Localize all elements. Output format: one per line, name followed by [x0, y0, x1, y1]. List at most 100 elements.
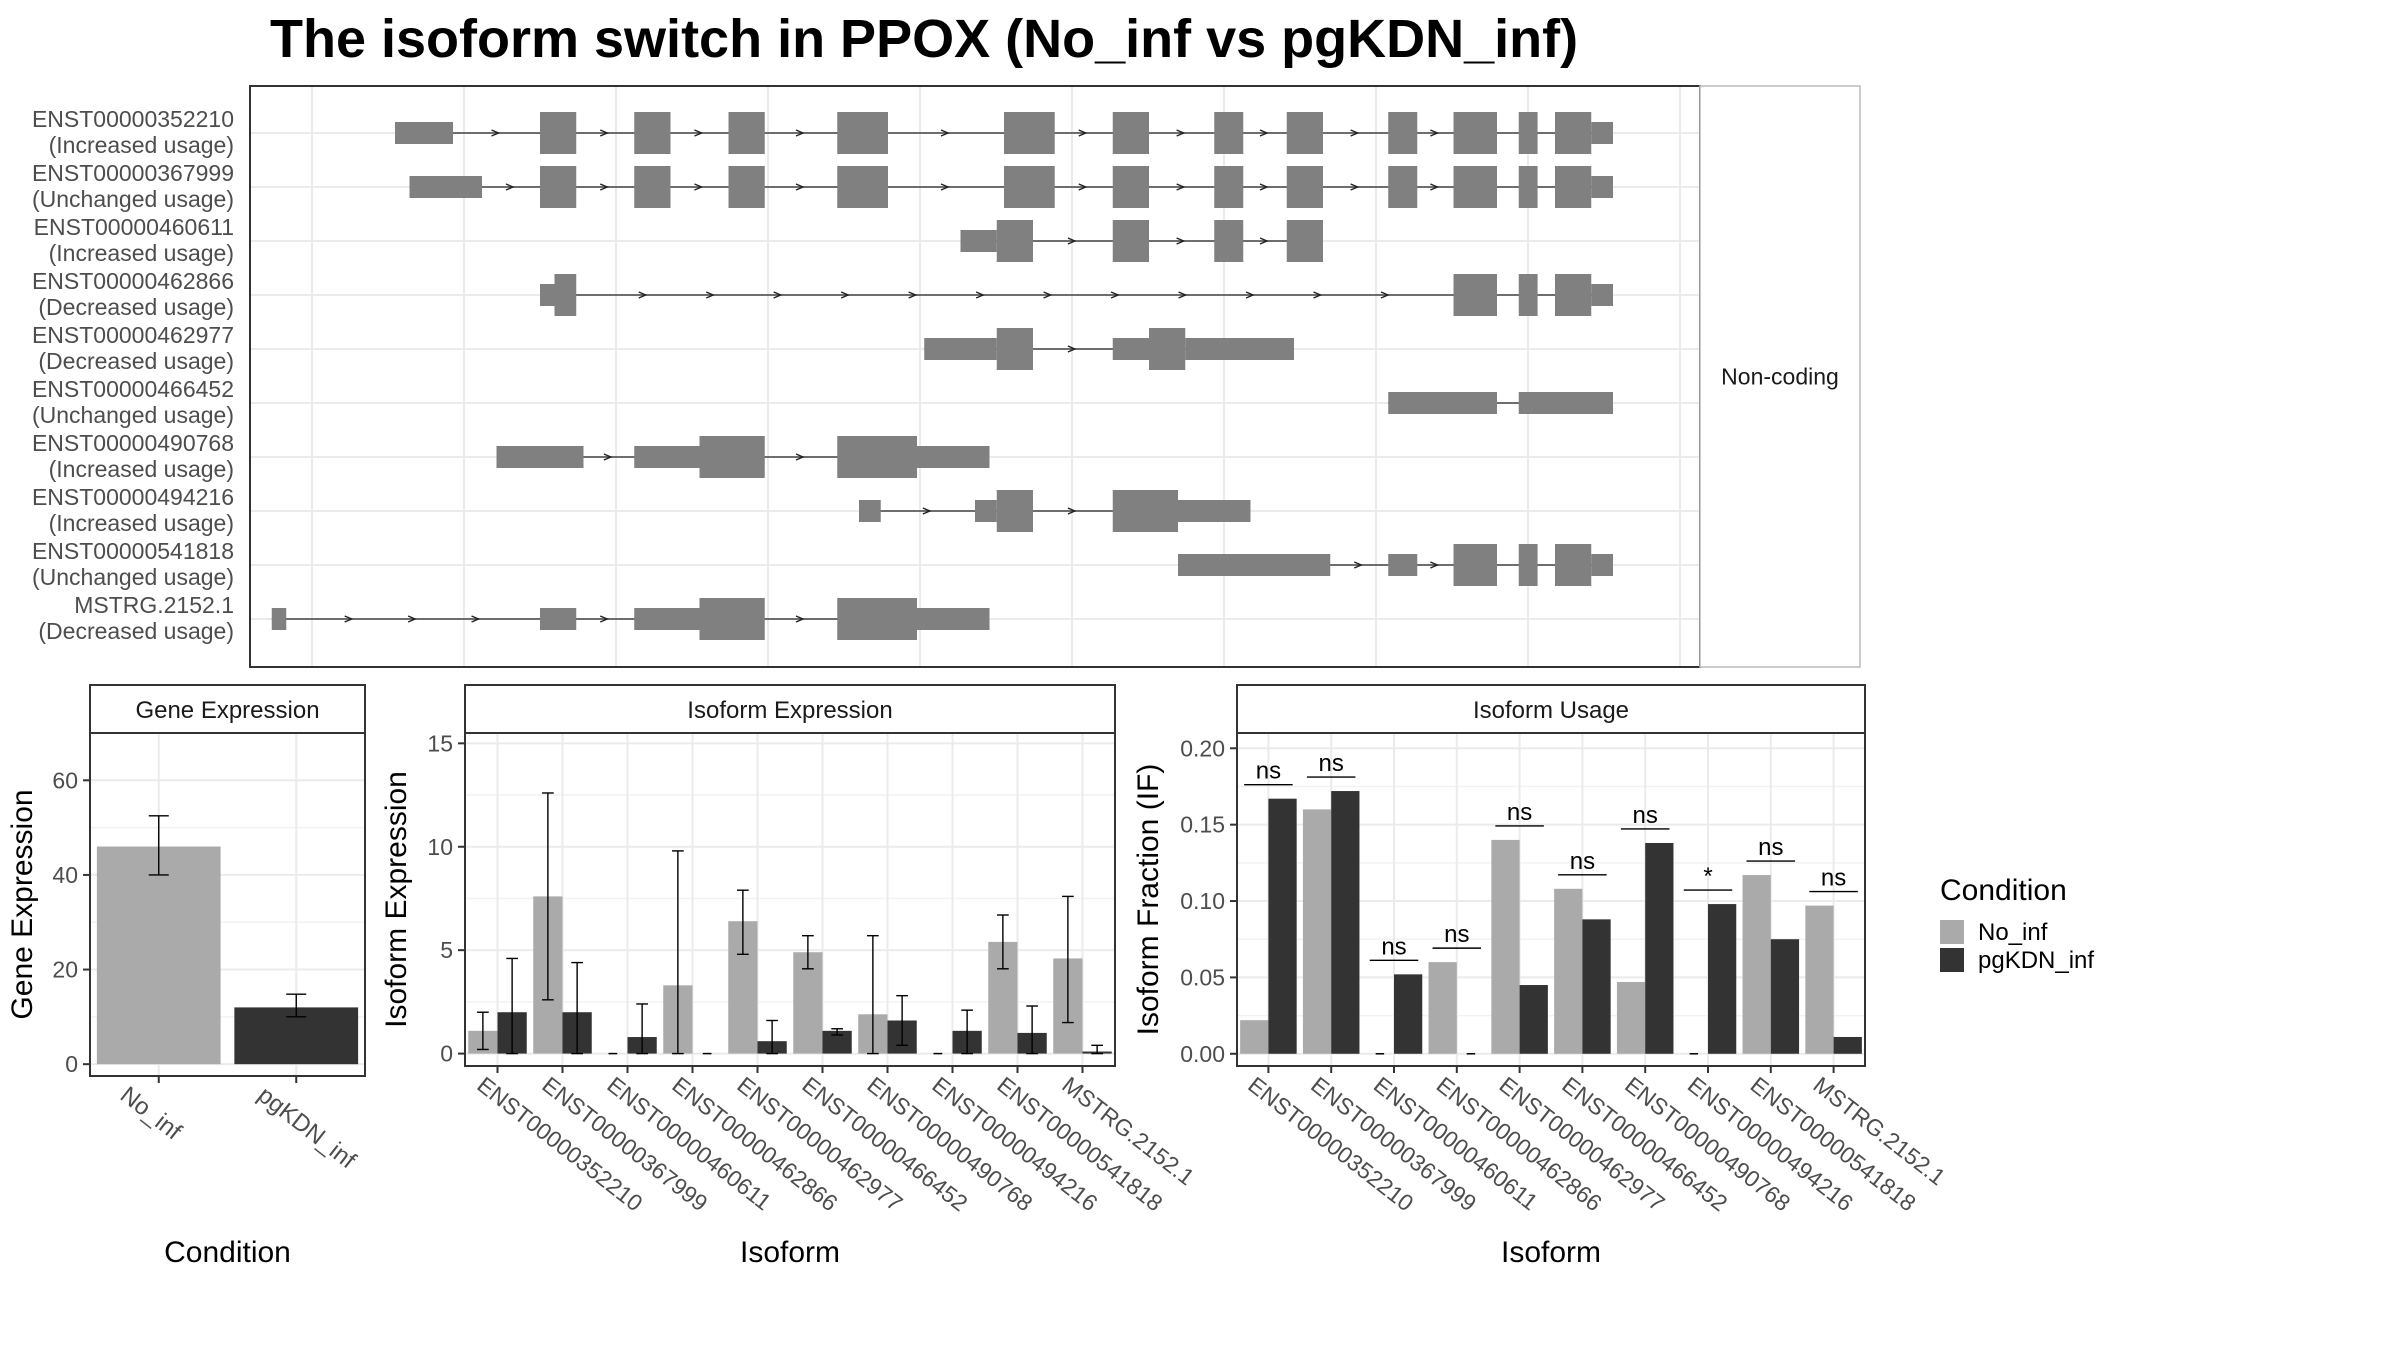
exon-block — [728, 112, 765, 154]
bar — [1519, 985, 1548, 1054]
facet-strip-label: Non-coding — [1721, 364, 1839, 390]
transcript-row — [395, 112, 1613, 154]
significance-label: ns — [1507, 799, 1532, 826]
utr-block — [1591, 284, 1613, 306]
transcript-name-label: ENST00000460611 — [34, 214, 234, 240]
exon-block — [699, 598, 765, 640]
intron-arrow — [975, 291, 985, 299]
y-tick-label: 0 — [65, 1051, 78, 1077]
exon-block — [1518, 112, 1538, 154]
utr-block — [960, 230, 997, 252]
transcript-name-label: ENST00000367999 — [32, 160, 234, 186]
exon-block — [1004, 166, 1055, 208]
exon-block — [1555, 274, 1592, 316]
utr-block — [917, 608, 990, 630]
exon-block — [1286, 166, 1323, 208]
intron-arrow — [1043, 291, 1053, 299]
exon-block — [1112, 490, 1178, 532]
bar — [1770, 939, 1800, 1054]
utr-block — [395, 122, 453, 144]
bar — [1428, 962, 1457, 1054]
y-tick-label: 0.15 — [1180, 812, 1225, 838]
intron-arrow — [1380, 291, 1390, 299]
exon-block — [837, 112, 888, 154]
exon-block — [1112, 220, 1149, 262]
transcript-usage-label: (Unchanged usage) — [32, 564, 234, 590]
bar — [1554, 888, 1583, 1054]
intron-arrow — [795, 129, 805, 137]
exon-block — [1286, 112, 1323, 154]
intron-arrow — [407, 615, 417, 623]
bar — [1582, 919, 1611, 1054]
exon-block — [1214, 112, 1244, 154]
legend-label: pgKDN_inf — [1978, 947, 2094, 974]
y-tick-label: 0.05 — [1180, 964, 1225, 990]
intron-arrow — [795, 453, 805, 461]
transcript-structure-panel: ENST00000352210(Increased usage)ENST0000… — [32, 85, 1861, 668]
exon-block — [1112, 166, 1149, 208]
exon-block — [1453, 112, 1497, 154]
utr-block — [1185, 338, 1294, 360]
bar — [1805, 905, 1834, 1054]
bar — [96, 846, 221, 1065]
exon-block — [837, 436, 917, 478]
exon-block — [554, 274, 577, 316]
facet-strip-label: Isoform Expression — [687, 697, 892, 724]
x-axis-title: Isoform — [740, 1236, 840, 1269]
exon-block — [1214, 166, 1244, 208]
intron-arrow — [1178, 291, 1188, 299]
facet-strip — [1236, 684, 1866, 734]
significance-label: ns — [1444, 921, 1469, 948]
intron-arrow — [1067, 507, 1077, 515]
intron-arrow — [1313, 291, 1323, 299]
intron-arrow — [599, 615, 610, 623]
x-tick-label: pgKDN_inf — [253, 1081, 361, 1174]
significance-label: ns — [1319, 750, 1344, 777]
transcript-name-label: ENST00000352210 — [32, 106, 234, 132]
y-tick-label: 10 — [427, 834, 453, 860]
intron-arrow — [940, 183, 950, 191]
exon-block — [837, 598, 917, 640]
intron-arrow — [1430, 561, 1440, 569]
exon-block — [728, 166, 765, 208]
significance-label: * — [1703, 863, 1712, 890]
facet-strip-label: Isoform Usage — [1473, 697, 1629, 724]
legend-label: No_inf — [1978, 919, 2048, 946]
intron-arrow — [491, 129, 501, 137]
exon-block — [837, 166, 888, 208]
transcript-name-label: ENST00000462977 — [32, 322, 234, 348]
utr-block — [634, 608, 700, 630]
intron-arrow — [599, 183, 610, 191]
exon-block — [1388, 112, 1418, 154]
utr-block — [975, 500, 997, 522]
utr-block — [634, 446, 700, 468]
facet-strip — [1699, 85, 1861, 668]
intron-arrow — [505, 183, 515, 191]
utr-block — [1178, 554, 1331, 576]
transcript-row — [924, 328, 1294, 370]
transcript-usage-label: (Increased usage) — [49, 132, 234, 158]
exon-block — [1149, 328, 1186, 370]
intron-arrow — [1259, 237, 1269, 245]
transcript-name-label: ENST00000541818 — [32, 538, 234, 564]
y-tick-label: 15 — [427, 730, 453, 756]
intron-arrow — [1067, 345, 1077, 353]
intron-arrow — [638, 291, 648, 299]
panel-border — [464, 732, 1116, 1067]
facet-strip — [464, 684, 1116, 734]
exon-block — [634, 166, 671, 208]
significance-label: ns — [1633, 802, 1658, 829]
intron-arrow — [795, 183, 805, 191]
bar — [1645, 842, 1674, 1054]
x-axis-title: Condition — [164, 1236, 291, 1269]
bar — [1742, 875, 1771, 1054]
intron-arrow — [840, 291, 850, 299]
utr-block — [496, 446, 584, 468]
intron-arrow — [694, 183, 704, 191]
intron-arrow — [940, 129, 950, 137]
bar — [1302, 809, 1332, 1054]
exon-block — [996, 490, 1033, 532]
transcript-usage-label: (Decreased usage) — [38, 294, 234, 320]
transcript-row — [271, 598, 990, 640]
transcript-usage-label: (Decreased usage) — [38, 348, 234, 374]
